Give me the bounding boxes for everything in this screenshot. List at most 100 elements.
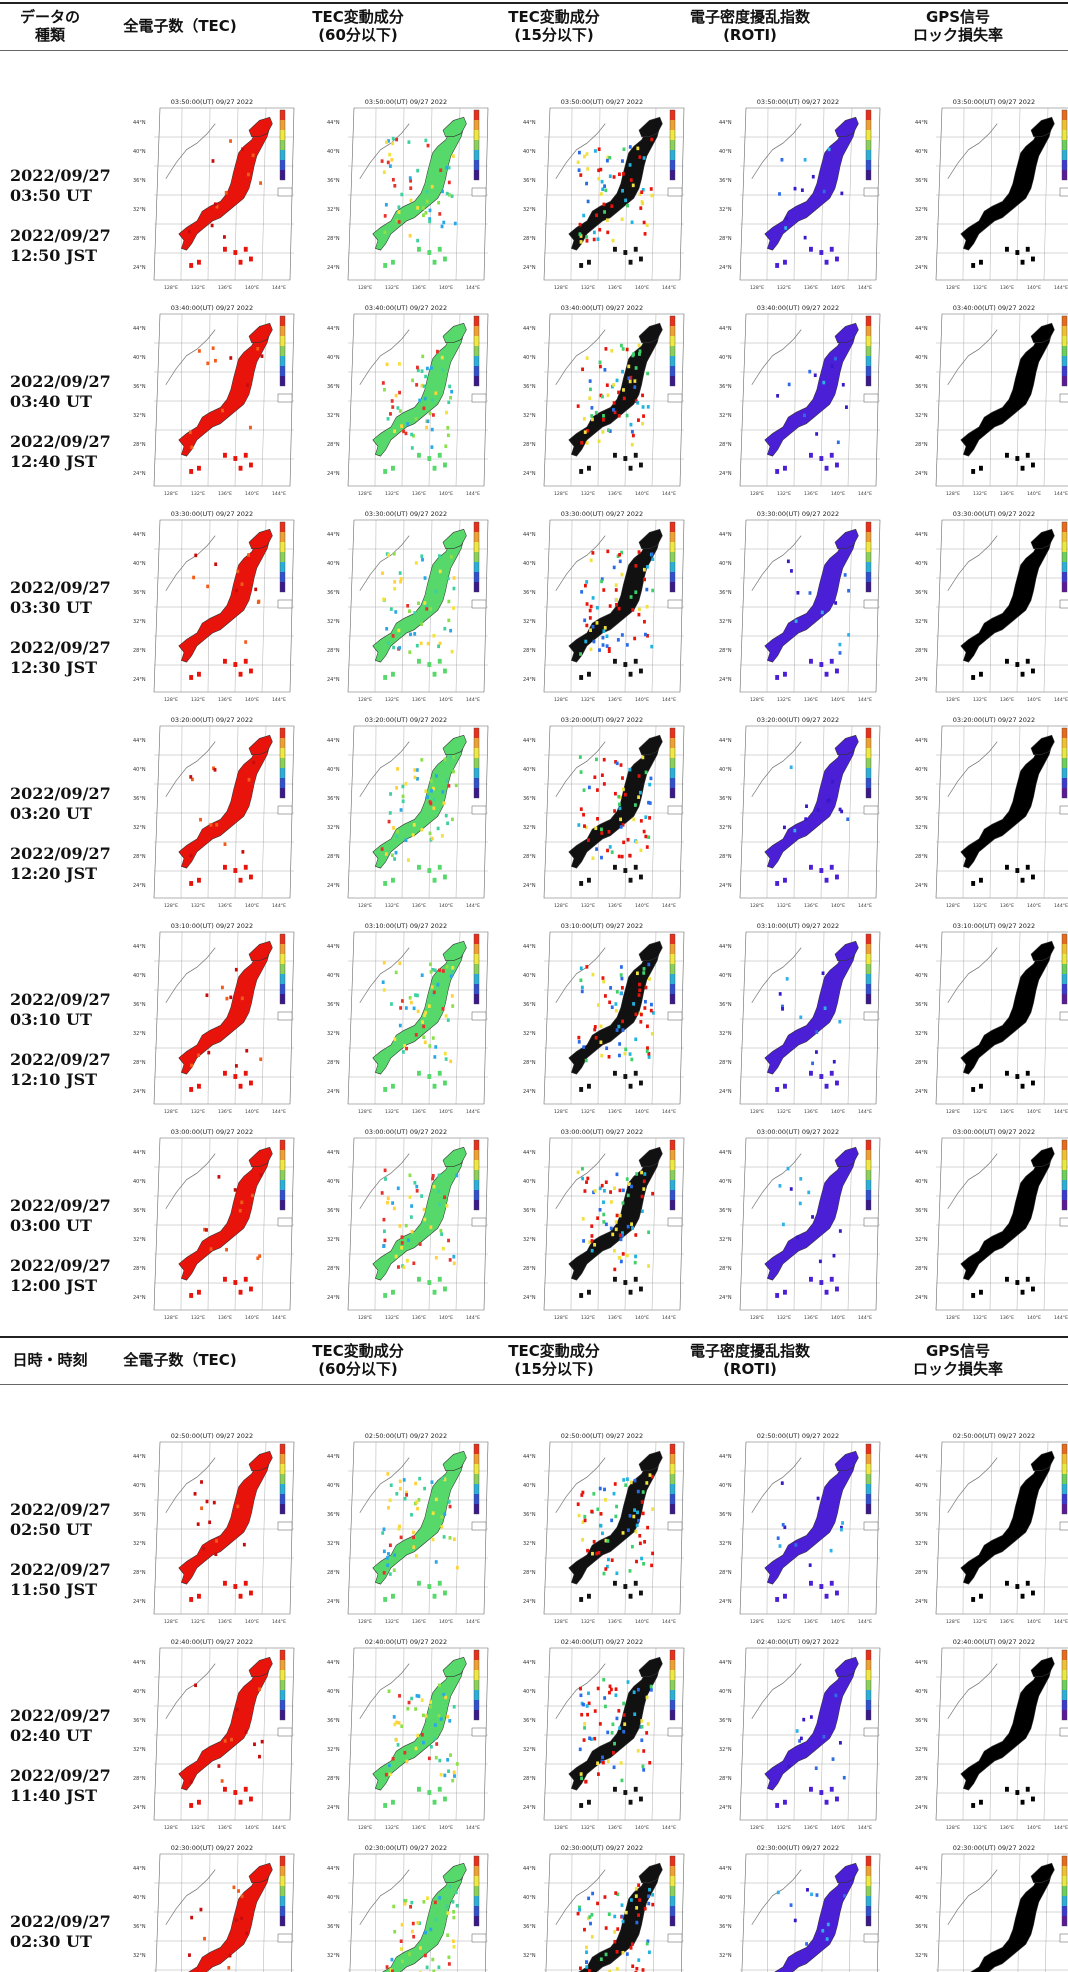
lat-tick: 28°N bbox=[915, 1570, 928, 1576]
map-title: 03:10:00(UT) 09/27 2022 bbox=[561, 922, 643, 930]
lol-map-image: 03:20:00(UT) 09/27 2022 44°N 40°N 36°N 32°N 2… bbox=[914, 712, 1068, 908]
dtec15-map[interactable]: 03:00:00(UT) 09/27 2022 44°N 40°N 36°N 32°N 2… bbox=[522, 1124, 688, 1320]
lon-tick: 128°E bbox=[750, 1315, 764, 1320]
lon-tick: 136°E bbox=[608, 697, 622, 702]
dtec15-map[interactable]: 03:40:00(UT) 09/27 2022 44°N 40°N 36°N 32°N 2… bbox=[522, 300, 688, 496]
dtec15-map[interactable]: 02:40:00(UT) 09/27 2022 44°N 40°N 36°N 32°N 2… bbox=[522, 1634, 688, 1830]
lat-tick: 28°N bbox=[327, 1776, 340, 1782]
dtec60-map[interactable]: 03:00:00(UT) 09/27 2022 44°N 40°N 36°N 32°N 2… bbox=[326, 1124, 492, 1320]
time-row: 2022/09/27 03:00 UT 2022/09/27 12:00 JST 03:… bbox=[0, 1118, 1068, 1325]
ut-time: 2022/09/27 02:50 UT bbox=[10, 1500, 111, 1540]
lon-tick: 132°E bbox=[973, 1619, 987, 1624]
map-frame bbox=[543, 1647, 685, 1821]
roti-map[interactable]: 03:40:00(UT) 09/27 2022 44°N 40°N 36°N 32°N 2… bbox=[718, 300, 884, 496]
map-title: 03:30:00(UT) 09/27 2022 bbox=[365, 510, 447, 518]
roti-map[interactable]: 03:10:00(UT) 09/27 2022 44°N 40°N 36°N 32°N 2… bbox=[718, 918, 884, 1114]
map-frame bbox=[347, 107, 489, 281]
tec-map-image: 03:40:00(UT) 09/27 2022 44°N 40°N 36°N 32°N 2… bbox=[132, 300, 298, 496]
header-data-type-line2: 種類 bbox=[34, 26, 65, 44]
lat-tick: 44°N bbox=[719, 120, 732, 126]
lol-map[interactable]: 03:20:00(UT) 09/27 2022 44°N 40°N 36°N 32°N 2… bbox=[914, 712, 1068, 908]
roti-map[interactable]: 03:20:00(UT) 09/27 2022 44°N 40°N 36°N 32°N 2… bbox=[718, 712, 884, 908]
lat-tick: 36°N bbox=[719, 178, 732, 184]
color-scale bbox=[863, 109, 879, 197]
lat-tick: 40°N bbox=[327, 973, 340, 979]
jst-date: 2022/09/27 bbox=[10, 1560, 111, 1579]
lon-tick: 128°E bbox=[750, 697, 764, 702]
lol-map[interactable]: 03:10:00(UT) 09/27 2022 44°N 40°N 36°N 32°N 2… bbox=[914, 918, 1068, 1114]
lon-tick: 140°E bbox=[439, 903, 453, 908]
roti-map[interactable]: 03:50:00(UT) 09/27 2022 44°N 40°N 36°N 32°N 2… bbox=[718, 94, 884, 290]
lat-tick: 28°N bbox=[133, 236, 146, 242]
dtec60-map[interactable]: 02:50:00(UT) 09/27 2022 44°N 40°N 36°N 32°N 2… bbox=[326, 1428, 492, 1624]
tec-map[interactable]: 02:40:00(UT) 09/27 2022 44°N 40°N 36°N 32°N 2… bbox=[132, 1634, 298, 1830]
lat-tick: 40°N bbox=[523, 767, 536, 773]
dtec60-map[interactable]: 03:20:00(UT) 09/27 2022 44°N 40°N 36°N 32°N 2… bbox=[326, 712, 492, 908]
lon-tick: 144°E bbox=[1054, 1619, 1068, 1624]
color-scale bbox=[471, 109, 487, 197]
lon-tick: 128°E bbox=[750, 285, 764, 290]
lon-tick: 132°E bbox=[385, 1315, 399, 1320]
lat-tick: 44°N bbox=[133, 1150, 146, 1156]
dtec60-map[interactable]: 03:40:00(UT) 09/27 2022 44°N 40°N 36°N 32°N 2… bbox=[326, 300, 492, 496]
lat-tick: 24°N bbox=[327, 1805, 340, 1811]
lon-tick: 136°E bbox=[412, 697, 426, 702]
tec-map[interactable]: 03:30:00(UT) 09/27 2022 44°N 40°N 36°N 32°N 2… bbox=[132, 506, 298, 702]
lon-tick: 144°E bbox=[272, 1619, 286, 1624]
dtec60-map[interactable]: 03:10:00(UT) 09/27 2022 44°N 40°N 36°N 32°N 2… bbox=[326, 918, 492, 1114]
tec-map[interactable]: 02:30:00(UT) 09/27 202244°N40°N36°N32°N2… bbox=[132, 1840, 298, 1972]
lat-tick: 40°N bbox=[719, 1483, 732, 1489]
lon-tick: 128°E bbox=[554, 1619, 568, 1624]
lon-tick: 128°E bbox=[164, 1109, 178, 1114]
lat-tick: 24°N bbox=[915, 1295, 928, 1301]
dtec15-map[interactable]: 03:50:00(UT) 09/27 2022 44°N 40°N 36°N 32°N 2… bbox=[522, 94, 688, 290]
tec-map[interactable]: 02:50:00(UT) 09/27 2022 44°N 40°N 36°N 32°N 2… bbox=[132, 1428, 298, 1624]
lon-tick: 140°E bbox=[1027, 1109, 1041, 1114]
jst-clock: 12:20 JST bbox=[10, 864, 98, 883]
lol-map[interactable]: 02:30:00(UT) 09/27 202244°N40°N36°N32°N2… bbox=[914, 1840, 1068, 1972]
lat-tick: 24°N bbox=[327, 265, 340, 271]
lat-tick: 44°N bbox=[719, 532, 732, 538]
lol-map[interactable]: 03:40:00(UT) 09/27 2022 44°N 40°N 36°N 32°N 2… bbox=[914, 300, 1068, 496]
lol-map[interactable]: 02:40:00(UT) 09/27 2022 44°N 40°N 36°N 32°N 2… bbox=[914, 1634, 1068, 1830]
lon-tick: 136°E bbox=[1000, 1315, 1014, 1320]
tec-map[interactable]: 03:40:00(UT) 09/27 2022 44°N 40°N 36°N 32°N 2… bbox=[132, 300, 298, 496]
dtec15-map[interactable]: 03:30:00(UT) 09/27 2022 44°N 40°N 36°N 32°N 2… bbox=[522, 506, 688, 702]
map-frame bbox=[153, 1137, 295, 1311]
dtec15-map[interactable]: 03:20:00(UT) 09/27 2022 44°N 40°N 36°N 32°N 2… bbox=[522, 712, 688, 908]
lol-map[interactable]: 02:50:00(UT) 09/27 2022 44°N 40°N 36°N 32°N 2… bbox=[914, 1428, 1068, 1624]
lat-tick: 36°N bbox=[523, 1924, 536, 1930]
roti-map[interactable]: 03:30:00(UT) 09/27 2022 44°N 40°N 36°N 32°N 2… bbox=[718, 506, 884, 702]
tec-map[interactable]: 03:20:00(UT) 09/27 2022 44°N 40°N 36°N 32°N 2… bbox=[132, 712, 298, 908]
dtec60-map[interactable]: 03:30:00(UT) 09/27 2022 44°N 40°N 36°N 32°N 2… bbox=[326, 506, 492, 702]
jst-clock: 12:50 JST bbox=[10, 246, 98, 265]
dtec60-map[interactable]: 03:50:00(UT) 09/27 2022 44°N 40°N 36°N 32°N 2… bbox=[326, 94, 492, 290]
roti-map[interactable]: 03:00:00(UT) 09/27 2022 44°N 40°N 36°N 32°N 2… bbox=[718, 1124, 884, 1320]
dtec15-map[interactable]: 03:10:00(UT) 09/27 2022 44°N 40°N 36°N 32°N 2… bbox=[522, 918, 688, 1114]
header-dtec15-line2: (15分以下) bbox=[514, 26, 594, 44]
lol-map[interactable]: 03:00:00(UT) 09/27 2022 44°N 40°N 36°N 32°N 2… bbox=[914, 1124, 1068, 1320]
lon-tick: 132°E bbox=[777, 1315, 791, 1320]
roti-map[interactable]: 02:40:00(UT) 09/27 2022 44°N 40°N 36°N 32°N 2… bbox=[718, 1634, 884, 1830]
dtec60-map[interactable]: 02:30:00(UT) 09/27 202244°N40°N36°N32°N2… bbox=[326, 1840, 492, 1972]
color-scale bbox=[277, 109, 293, 197]
tec-map[interactable]: 03:00:00(UT) 09/27 2022 44°N 40°N 36°N 32°N 2… bbox=[132, 1124, 298, 1320]
roti-map[interactable]: 02:30:00(UT) 09/27 202244°N40°N36°N32°N2… bbox=[718, 1840, 884, 1972]
tec-map[interactable]: 03:50:00(UT) 09/27 2022 44°N 40°N 36°N 32°N 2… bbox=[132, 94, 298, 290]
jst-date: 2022/09/27 bbox=[10, 844, 111, 863]
map-title: 03:30:00(UT) 09/27 2022 bbox=[757, 510, 839, 518]
dtec15-map[interactable]: 02:50:00(UT) 09/27 2022 44°N 40°N 36°N 32°N 2… bbox=[522, 1428, 688, 1624]
tec-map-image: 02:50:00(UT) 09/27 2022 44°N 40°N 36°N 32°N 2… bbox=[132, 1428, 298, 1624]
map-frame bbox=[739, 313, 881, 487]
dtec60-map[interactable]: 02:40:00(UT) 09/27 2022 44°N 40°N 36°N 32°N 2… bbox=[326, 1634, 492, 1830]
lol-map[interactable]: 03:30:00(UT) 09/27 2022 44°N 40°N 36°N 32°N 2… bbox=[914, 506, 1068, 702]
lon-tick: 128°E bbox=[554, 903, 568, 908]
dtec15-map[interactable]: 02:30:00(UT) 09/27 202244°N40°N36°N32°N2… bbox=[522, 1840, 688, 1972]
map-title: 03:40:00(UT) 09/27 2022 bbox=[171, 304, 253, 312]
tec-map[interactable]: 03:10:00(UT) 09/27 2022 44°N 40°N 36°N 32°N 2… bbox=[132, 918, 298, 1114]
lon-tick: 144°E bbox=[858, 697, 872, 702]
map-title: 03:10:00(UT) 09/27 2022 bbox=[953, 922, 1035, 930]
lon-tick: 144°E bbox=[858, 1825, 872, 1830]
lol-map[interactable]: 03:50:00(UT) 09/27 2022 44°N 40°N 36°N 32°N 2… bbox=[914, 94, 1068, 290]
roti-map[interactable]: 02:50:00(UT) 09/27 2022 44°N 40°N 36°N 32°N 2… bbox=[718, 1428, 884, 1624]
